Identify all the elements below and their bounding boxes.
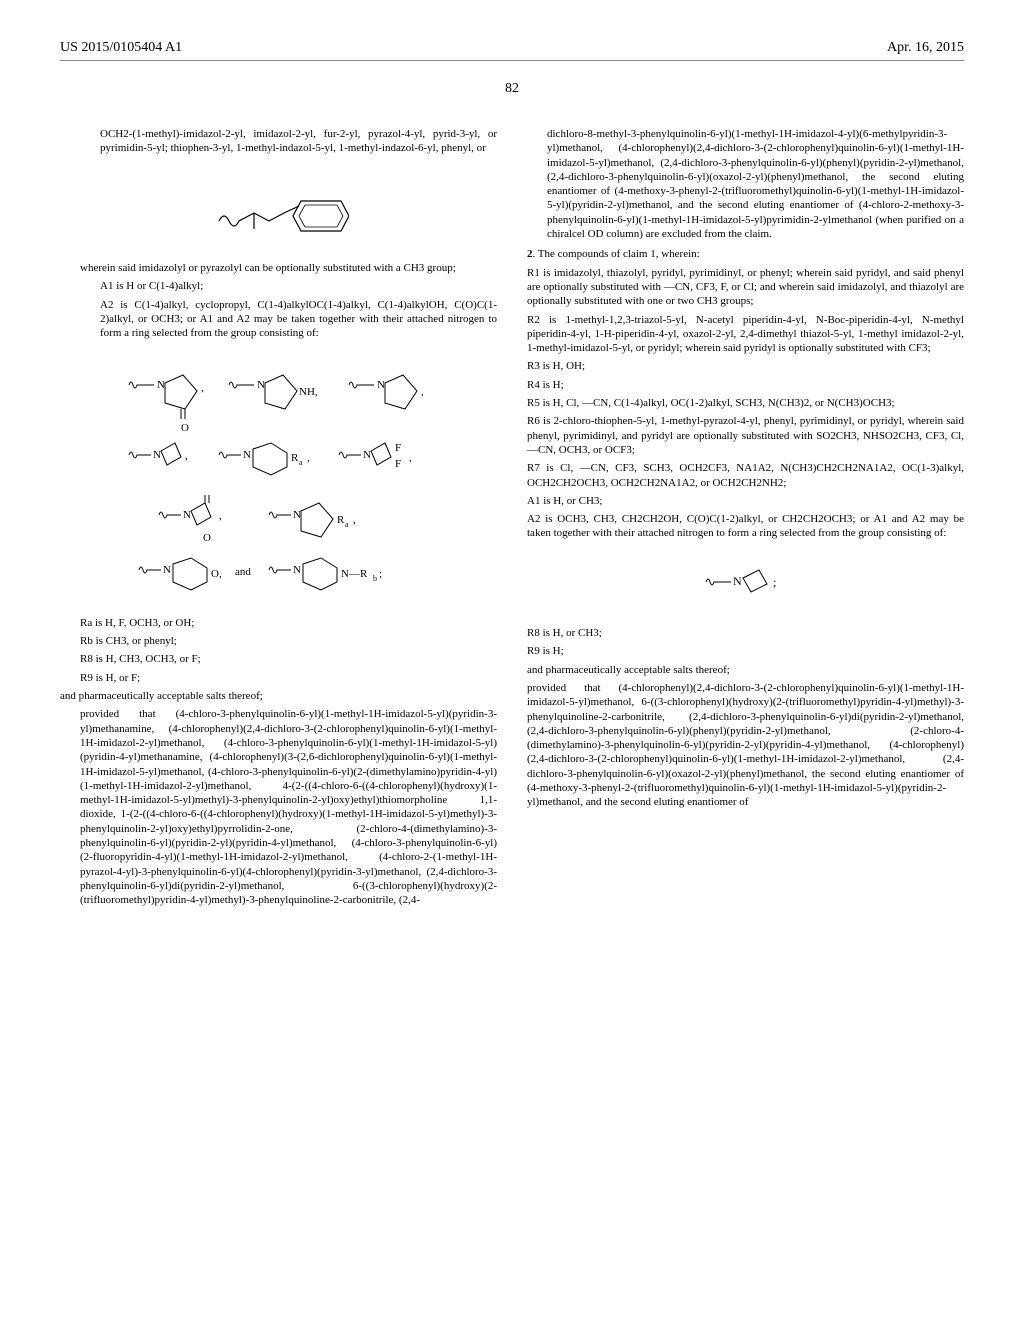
svg-text:O,: O, (211, 568, 222, 580)
two-column-layout: OCH2-(1-methyl)-imidazol-2-yl, imidazol-… (60, 127, 964, 912)
svg-text:N: N (293, 509, 301, 521)
svg-text:N: N (733, 574, 742, 588)
ring-structures-icon: N O , N NH, N , N , (109, 355, 449, 595)
left-para2: wherein said imidazolyl or pyrazolyl can… (80, 261, 497, 275)
svg-text:N: N (293, 564, 301, 576)
svg-text:N: N (163, 564, 171, 576)
svg-text:F: F (395, 442, 401, 454)
svg-text:F: F (395, 458, 401, 470)
svg-text:N—R: N—R (341, 568, 368, 580)
right-para1: dichloro-8-methyl-3-phenylquinolin-6-yl)… (547, 127, 964, 241)
svg-text:O: O (203, 532, 211, 544)
page-header: US 2015/0105404 A1 Apr. 16, 2015 (60, 40, 964, 61)
left-salts: and pharmaceutically acceptable salts th… (60, 689, 497, 703)
svg-text:b: b (373, 574, 377, 583)
svg-text:,: , (307, 452, 310, 464)
left-proviso: provided that (4-chloro-3-phenylquinolin… (80, 707, 497, 907)
svg-text:N: N (183, 509, 191, 521)
svg-text:N: N (363, 449, 371, 461)
svg-text:,: , (409, 452, 412, 464)
claim2-r3: R3 is H, OH; (527, 359, 964, 373)
svg-text:and: and (235, 566, 251, 578)
right-proviso2: provided that (4-chlorophenyl)(2,4-dichl… (527, 681, 964, 810)
claim2-r6: R6 is 2-chloro-thiophen-5-yl, 1-methyl-p… (527, 414, 964, 457)
claim2-intro-text: . The compounds of claim 1, wherein: (533, 248, 700, 260)
svg-text:R: R (291, 452, 299, 464)
left-a2-def: A2 is C(1-4)alkyl, cyclopropyl, C(1-4)al… (100, 298, 497, 341)
left-ra-def: Ra is H, F, OCH3, or OH; (80, 616, 497, 630)
svg-text:;: ; (379, 568, 382, 580)
left-para1: OCH2-(1-methyl)-imidazol-2-yl, imidazol-… (100, 127, 497, 156)
claim2-r9: R9 is H; (527, 644, 964, 658)
svg-text:,: , (185, 450, 188, 462)
left-column: OCH2-(1-methyl)-imidazol-2-yl, imidazol-… (60, 127, 497, 912)
claim2-intro: 2. The compounds of claim 1, wherein: (527, 247, 964, 261)
svg-text:O: O (181, 422, 189, 434)
svg-text:N: N (377, 379, 385, 391)
azetidine-ring-icon: N ; (691, 556, 801, 606)
svg-text:,: , (201, 382, 204, 394)
claim2-r4: R4 is H; (527, 378, 964, 392)
claim2-r5: R5 is H, Cl, —CN, C(1-4)alkyl, OC(1-2)al… (527, 396, 964, 410)
svg-text:N: N (153, 449, 161, 461)
left-r8-def: R8 is H, CH3, OCH3, or F; (80, 652, 497, 666)
claim2-a1: A1 is H, or CH3; (527, 494, 964, 508)
claim2-r2: R2 is 1-methyl-1,2,3-triazol-5-yl, N-ace… (527, 313, 964, 356)
publication-date: Apr. 16, 2015 (887, 40, 964, 56)
chemical-structure-1 (60, 171, 497, 246)
svg-text:N: N (257, 379, 265, 391)
svg-text:N: N (157, 379, 165, 391)
chemical-structure-rings: N O , N NH, N , N , (60, 355, 497, 600)
page-number: 82 (60, 81, 964, 97)
claim2-r7: R7 is Cl, —CN, CF3, SCH3, OCH2CF3, NA1A2… (527, 461, 964, 490)
benzene-substituent-icon (209, 171, 349, 241)
claim2-salts: and pharmaceutically acceptable salts th… (527, 663, 964, 677)
svg-text:R: R (337, 514, 345, 526)
publication-number: US 2015/0105404 A1 (60, 40, 182, 56)
claim2-r8: R8 is H, or CH3; (527, 626, 964, 640)
svg-text:,: , (353, 514, 356, 526)
claim2-r1: R1 is imidazolyl, thiazolyl, pyridyl, py… (527, 266, 964, 309)
svg-text:,: , (219, 510, 222, 522)
svg-text:;: ; (773, 575, 776, 589)
svg-text:N: N (243, 449, 251, 461)
right-column: dichloro-8-methyl-3-phenylquinolin-6-yl)… (527, 127, 964, 912)
claim2-a2: A2 is OCH3, CH3, CH2CH2OH, C(O)C(1-2)alk… (527, 512, 964, 541)
svg-text:,: , (421, 386, 424, 398)
left-a1-def: A1 is H or C(1-4)alkyl; (100, 279, 497, 293)
svg-text:NH,: NH, (299, 386, 318, 398)
svg-text:a: a (345, 520, 349, 529)
left-r9-def: R9 is H, or F; (80, 671, 497, 685)
svg-text:a: a (299, 458, 303, 467)
chemical-structure-azetidine: N ; (527, 556, 964, 611)
left-rb-def: Rb is CH3, or phenyl; (80, 634, 497, 648)
